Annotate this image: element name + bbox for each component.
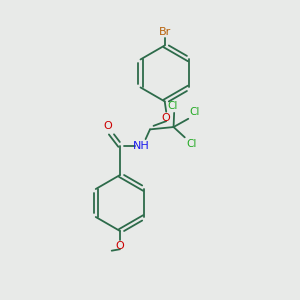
- Text: O: O: [104, 121, 112, 131]
- Text: Br: Br: [159, 27, 171, 37]
- Text: O: O: [161, 113, 170, 123]
- Text: O: O: [116, 241, 124, 251]
- Text: Cl: Cl: [186, 139, 197, 149]
- Text: Cl: Cl: [167, 101, 178, 111]
- Text: Cl: Cl: [190, 107, 200, 117]
- Text: NH: NH: [133, 141, 149, 151]
